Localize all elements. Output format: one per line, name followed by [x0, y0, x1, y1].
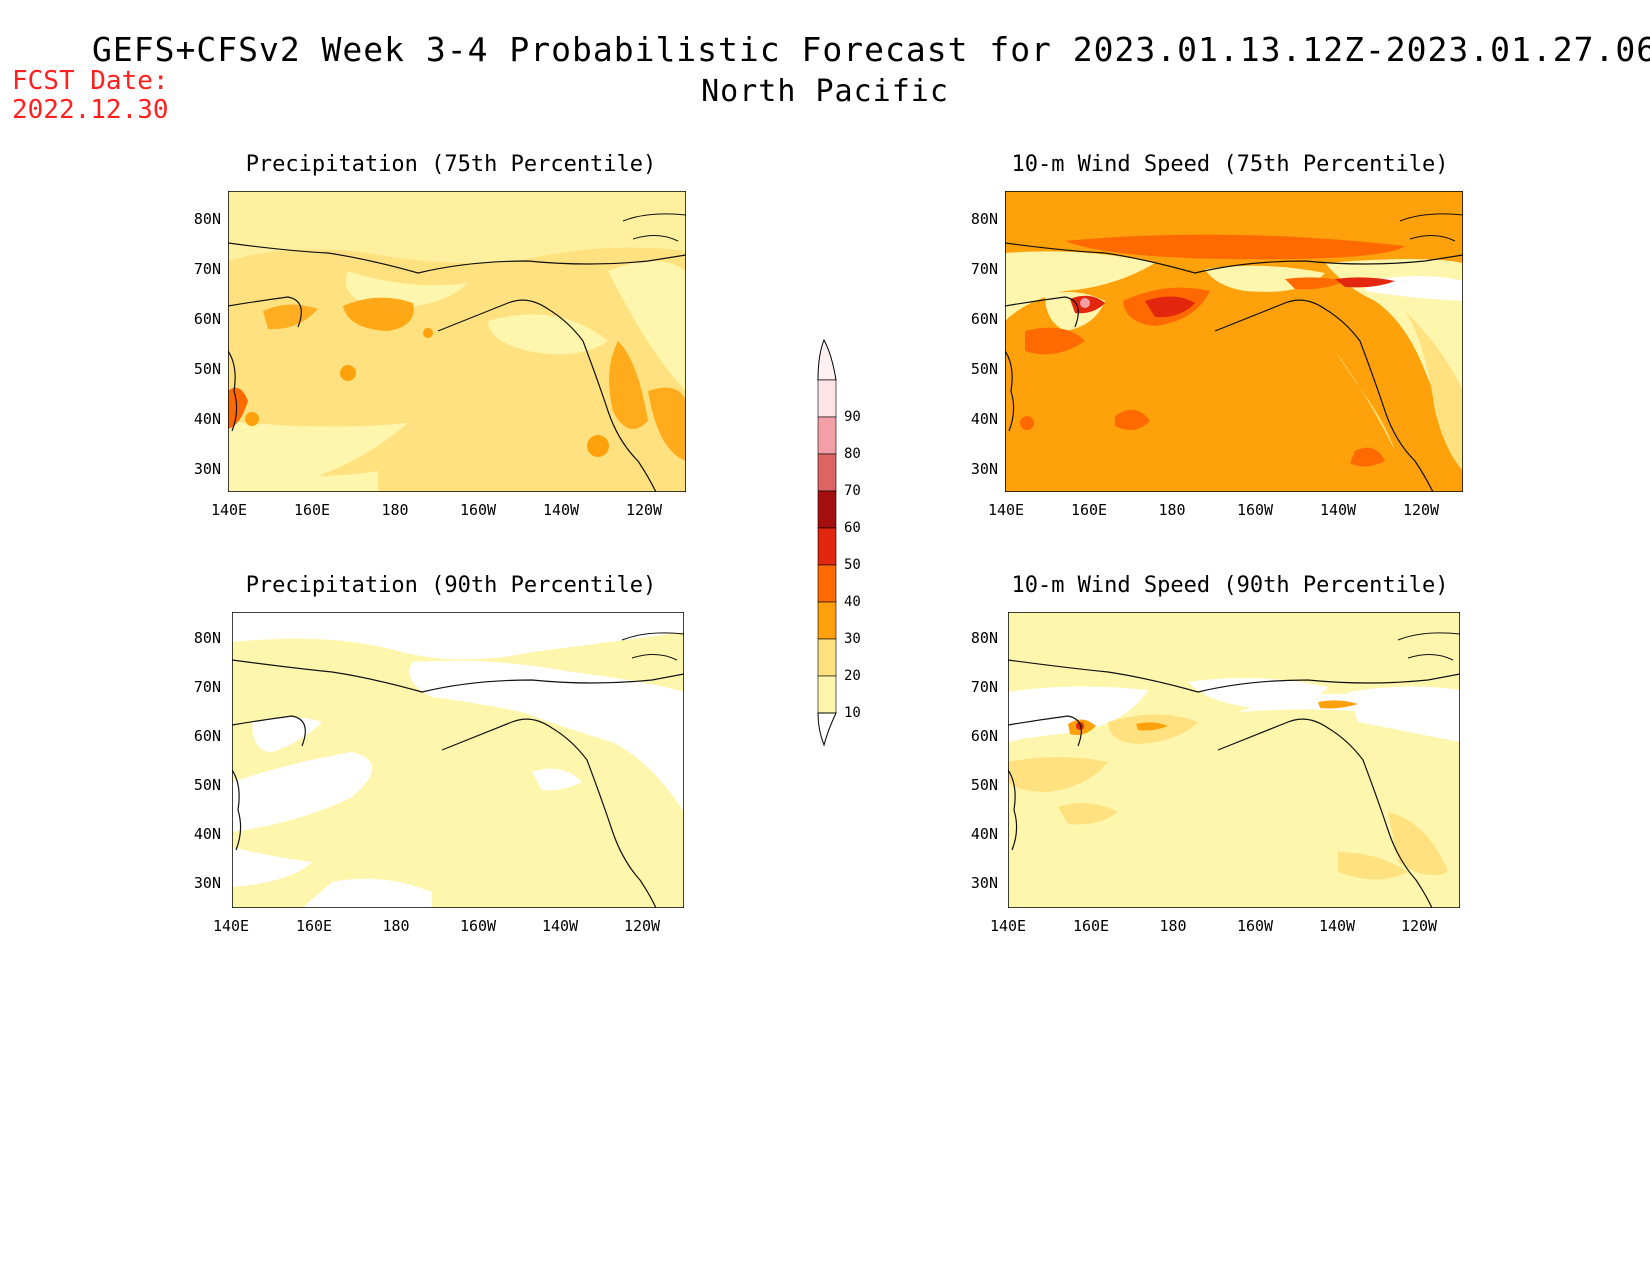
- colorbar-label: 30: [844, 631, 861, 647]
- lon-label: 160W: [1236, 917, 1274, 935]
- lat-label: 40N: [970, 825, 998, 843]
- lat-label: 40N: [193, 410, 221, 428]
- lon-label: 180: [1158, 501, 1186, 519]
- lat-label: 80N: [970, 629, 998, 647]
- colorbar-swatch: [817, 416, 837, 455]
- lon-label: 140W: [541, 917, 579, 935]
- fcst-date-value: 2022.12.30: [12, 95, 169, 125]
- map-wind-75: [1005, 191, 1463, 492]
- lat-label: 80N: [970, 210, 998, 228]
- lat-label: 70N: [193, 678, 221, 696]
- lat-label: 70N: [193, 260, 221, 278]
- lat-label: 40N: [970, 410, 998, 428]
- colorbar-label: 70: [844, 483, 861, 499]
- lat-label: 70N: [970, 678, 998, 696]
- lat-label: 60N: [193, 727, 221, 745]
- lat-label: 50N: [970, 776, 998, 794]
- colorbar-label: 60: [844, 520, 861, 536]
- colorbar-swatch: [817, 675, 837, 714]
- map-precip-75: [228, 191, 686, 492]
- lat-label: 70N: [970, 260, 998, 278]
- lon-label: 140E: [210, 501, 248, 519]
- panel-title-precip-75: Precipitation (75th Percentile): [245, 152, 657, 177]
- colorbar-swatch: [817, 490, 837, 529]
- colorbar-label: 20: [844, 668, 861, 684]
- lon-label: 160E: [293, 501, 331, 519]
- map-wind-90: [1008, 612, 1460, 908]
- lon-label: 140W: [1318, 917, 1356, 935]
- map-precip-90: [232, 612, 684, 908]
- lat-label: 80N: [193, 210, 221, 228]
- lon-label: 160W: [459, 501, 497, 519]
- lat-label: 50N: [193, 776, 221, 794]
- lon-label: 120W: [1400, 917, 1438, 935]
- colorbar-swatch: [817, 379, 837, 418]
- lat-label: 30N: [193, 460, 221, 478]
- colorbar-swatch: [817, 601, 837, 640]
- lat-label: 60N: [970, 310, 998, 328]
- lat-label: 60N: [193, 310, 221, 328]
- lon-label: 140E: [989, 917, 1027, 935]
- lon-label: 140W: [1319, 501, 1357, 519]
- colorbar-label: 50: [844, 557, 861, 573]
- lat-label: 30N: [970, 460, 998, 478]
- lon-label: 160W: [459, 917, 497, 935]
- region-subtitle: North Pacific: [701, 74, 949, 109]
- panel-title-wind-90: 10-m Wind Speed (90th Percentile): [1011, 573, 1449, 598]
- colorbar: [817, 338, 837, 747]
- lon-label: 160E: [295, 917, 333, 935]
- lon-label: 140E: [212, 917, 250, 935]
- colorbar-swatch: [817, 453, 837, 492]
- lat-label: 60N: [970, 727, 998, 745]
- lon-label: 120W: [623, 917, 661, 935]
- lat-label: 40N: [193, 825, 221, 843]
- lon-label: 160W: [1236, 501, 1274, 519]
- lon-label: 180: [381, 501, 409, 519]
- main-title: GEFS+CFSv2 Week 3-4 Probabilistic Foreca…: [92, 30, 1650, 69]
- colorbar-swatch: [817, 527, 837, 566]
- lat-label: 80N: [193, 629, 221, 647]
- colorbar-label: 90: [844, 409, 861, 425]
- colorbar-swatch: [817, 638, 837, 677]
- lon-label: 120W: [625, 501, 663, 519]
- lon-label: 120W: [1402, 501, 1440, 519]
- lon-label: 140E: [987, 501, 1025, 519]
- lon-label: 160E: [1070, 501, 1108, 519]
- panel-title-wind-75: 10-m Wind Speed (75th Percentile): [1011, 152, 1449, 177]
- lat-label: 50N: [193, 360, 221, 378]
- lat-label: 50N: [970, 360, 998, 378]
- colorbar-label: 10: [844, 705, 861, 721]
- colorbar-swatch: [817, 564, 837, 603]
- lon-label: 160E: [1072, 917, 1110, 935]
- lon-label: 140W: [542, 501, 580, 519]
- fcst-date-label: FCST Date:: [12, 66, 169, 96]
- panel-title-precip-90: Precipitation (90th Percentile): [245, 573, 657, 598]
- lon-label: 180: [1159, 917, 1187, 935]
- lat-label: 30N: [970, 874, 998, 892]
- lat-label: 30N: [193, 874, 221, 892]
- colorbar-label: 80: [844, 446, 861, 462]
- lon-label: 180: [382, 917, 410, 935]
- colorbar-label: 40: [844, 594, 861, 610]
